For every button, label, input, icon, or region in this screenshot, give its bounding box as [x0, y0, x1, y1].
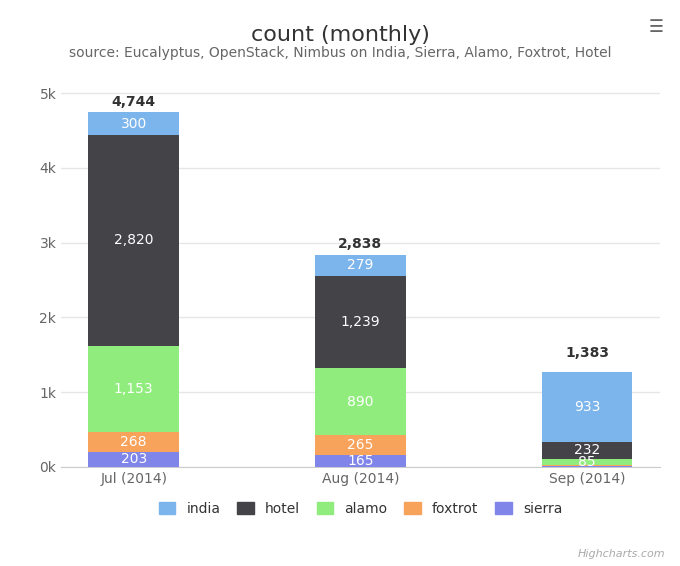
Text: 933: 933	[574, 400, 600, 414]
Text: 265: 265	[347, 438, 373, 452]
Text: 890: 890	[347, 395, 373, 409]
Text: 1,239: 1,239	[341, 315, 380, 329]
Text: 4,744: 4,744	[112, 95, 156, 109]
Text: 232: 232	[574, 443, 600, 457]
Text: 279: 279	[347, 258, 373, 272]
Bar	[315, 255, 406, 276]
Bar	[88, 135, 179, 346]
Text: source: Eucalyptus, OpenStack, Nimbus on India, Sierra, Alamo, Foxtrot, Hotel: source: Eucalyptus, OpenStack, Nimbus on…	[69, 46, 611, 61]
Bar	[315, 368, 406, 435]
Bar	[542, 372, 632, 441]
Bar	[542, 441, 632, 459]
Bar	[88, 432, 179, 452]
Bar	[542, 459, 632, 465]
Bar	[315, 276, 406, 368]
Bar	[315, 454, 406, 467]
Bar	[542, 466, 632, 467]
Bar	[542, 465, 632, 466]
Text: 2,820: 2,820	[114, 233, 154, 247]
Bar	[315, 435, 406, 454]
Text: ☰: ☰	[648, 18, 663, 36]
Text: 85: 85	[578, 455, 596, 469]
Bar	[88, 112, 179, 135]
Text: 268: 268	[120, 435, 147, 449]
Text: 1,153: 1,153	[114, 381, 154, 396]
Text: 2,838: 2,838	[339, 237, 382, 251]
Text: Highcharts.com: Highcharts.com	[577, 549, 665, 559]
Text: 300: 300	[120, 117, 147, 131]
Text: 203: 203	[120, 452, 147, 466]
Text: 165: 165	[347, 454, 373, 468]
Bar	[88, 452, 179, 467]
Bar	[88, 346, 179, 432]
Legend: india, hotel, alamo, foxtrot, sierra: india, hotel, alamo, foxtrot, sierra	[153, 496, 568, 521]
Text: count (monthly): count (monthly)	[250, 25, 430, 45]
Text: 1,383: 1,383	[565, 346, 609, 360]
